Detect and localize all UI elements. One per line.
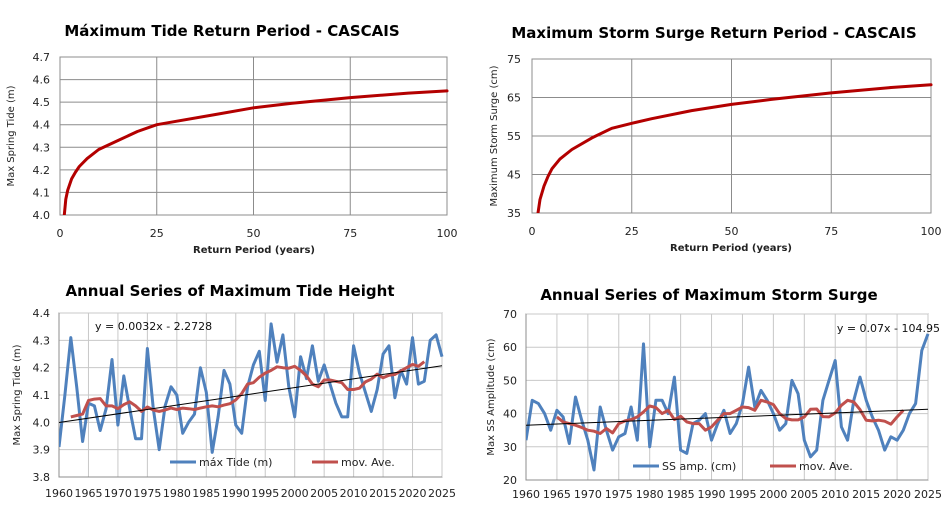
x-tick-label: 1960 xyxy=(512,488,540,501)
series-line-max xyxy=(59,322,444,454)
y-tick-label: 60 xyxy=(503,341,517,354)
y-tick-label: 4.4 xyxy=(33,307,51,320)
x-tick-label: 2000 xyxy=(759,488,787,501)
y-tick-label: 4.6 xyxy=(33,74,51,87)
x-tick-label: 1970 xyxy=(104,487,132,500)
y-axis-label: Max SS Amplitude (cm) xyxy=(486,338,497,455)
legend-label: SS amp. (cm) xyxy=(662,460,736,473)
y-tick-label: 4.3 xyxy=(33,334,51,347)
x-tick-label: 2025 xyxy=(914,488,942,501)
y-tick-label: 35 xyxy=(507,207,521,220)
chart-surge-annual: 20 30 40 50 60 70 1960 1965 1970 1975 1980 1985 1990… xyxy=(486,286,942,501)
x-tick-label: 1975 xyxy=(133,487,161,500)
y-axis-label: Max Spring Tide (m) xyxy=(6,85,17,186)
x-tick-label: 2005 xyxy=(790,488,818,501)
x-tick-label: 1970 xyxy=(574,488,602,501)
x-tick-label: 1985 xyxy=(192,487,220,500)
x-tick-label: 0 xyxy=(57,227,64,240)
trendline xyxy=(525,408,929,426)
y-tick-label: 45 xyxy=(507,169,521,182)
x-tick-label: 25 xyxy=(625,225,639,238)
x-tick-label: 2010 xyxy=(340,487,368,500)
trendline-equation: y = 0.07x - 104.95 xyxy=(837,322,940,335)
y-tick-label: 4.1 xyxy=(33,186,51,199)
x-tick-label: 1990 xyxy=(222,487,250,500)
x-tick-label: 1965 xyxy=(74,487,102,500)
y-tick-label: 20 xyxy=(503,474,517,487)
series-line-return-period xyxy=(62,89,449,215)
y-tick-label: 65 xyxy=(507,92,521,105)
y-tick-label: 40 xyxy=(503,408,517,421)
chart-title: Annual Series of Maximum Tide Height xyxy=(65,282,394,300)
y-tick-label: 3.9 xyxy=(33,444,51,457)
x-tick-label: 1965 xyxy=(543,488,571,501)
y-tick-label: 4.0 xyxy=(33,416,51,429)
y-axis-label: Max Spring Tide (m) xyxy=(12,344,23,445)
x-tick-label: 25 xyxy=(150,227,164,240)
legend-label: máx Tide (m) xyxy=(199,456,272,469)
x-tick-label: 75 xyxy=(343,227,357,240)
x-tick-label: 50 xyxy=(725,225,739,238)
x-tick-label: 50 xyxy=(247,227,261,240)
x-tick-label: 100 xyxy=(437,227,458,240)
y-tick-label: 70 xyxy=(503,308,517,321)
y-tick-label: 4.4 xyxy=(33,119,51,132)
plot-area xyxy=(525,313,929,481)
x-tick-label: 100 xyxy=(921,225,942,238)
y-tick-label: 4.3 xyxy=(33,141,51,154)
x-tick-label: 1995 xyxy=(251,487,279,500)
x-tick-label: 2020 xyxy=(399,487,427,500)
x-axis-label: Return Period (years) xyxy=(193,245,315,256)
chart-title: Annual Series of Maximum Storm Surge xyxy=(540,286,877,304)
trendline xyxy=(58,365,443,424)
series-line-moving-average xyxy=(70,360,426,419)
y-axis-label: Maximum Storm Surge (cm) xyxy=(489,65,500,206)
series-line-moving-average xyxy=(555,398,905,435)
y-tick-label: 30 xyxy=(503,441,517,454)
x-axis-label: Return Period (years) xyxy=(670,243,792,254)
x-tick-label: 75 xyxy=(824,225,838,238)
x-tick-label: 1995 xyxy=(728,488,756,501)
x-tick-label: 2020 xyxy=(883,488,911,501)
y-tick-label: 3.8 xyxy=(33,471,51,484)
x-tick-label: 1990 xyxy=(698,488,726,501)
y-tick-label: 4.1 xyxy=(33,389,51,402)
trendline-equation: y = 0.0032x - 2.2728 xyxy=(95,320,212,333)
chart-tide-rp: 4.0 4.1 4.2 4.3 4.4 4.5 4.6 4.7 0 25 50 75 100 Máximu… xyxy=(6,22,458,256)
legend-label: mov. Ave. xyxy=(799,460,853,473)
y-tick-label: 4.2 xyxy=(33,164,51,177)
x-tick-label: 2000 xyxy=(281,487,309,500)
y-tick-label: 4.5 xyxy=(33,96,51,109)
x-tick-label: 0 xyxy=(529,225,536,238)
x-tick-label: 1975 xyxy=(605,488,633,501)
x-tick-label: 2015 xyxy=(369,487,397,500)
series-line-return-period xyxy=(536,83,933,213)
x-tick-label: 2025 xyxy=(428,487,456,500)
x-tick-label: 1985 xyxy=(667,488,695,501)
x-tick-label: 1980 xyxy=(163,487,191,500)
chart-surge-rp: 35 45 55 65 75 0 25 50 75 100 Maximum Storm Surge … xyxy=(489,24,942,254)
series-line-max xyxy=(526,333,930,472)
x-tick-label: 2015 xyxy=(852,488,880,501)
y-tick-label: 50 xyxy=(503,374,517,387)
legend-label: mov. Ave. xyxy=(341,456,395,469)
y-tick-label: 4.0 xyxy=(33,209,51,222)
x-tick-label: 1980 xyxy=(636,488,664,501)
chart-title: Maximum Storm Surge Return Period - CASC… xyxy=(511,24,916,42)
y-tick-label: 4.2 xyxy=(33,362,51,375)
x-tick-label: 2005 xyxy=(310,487,338,500)
y-tick-label: 4.7 xyxy=(33,51,51,64)
chart-title: Máximum Tide Return Period - CASCAIS xyxy=(64,22,399,40)
y-tick-label: 55 xyxy=(507,130,521,143)
y-tick-label: 75 xyxy=(507,53,521,66)
x-tick-label: 1960 xyxy=(45,487,73,500)
x-tick-label: 2010 xyxy=(821,488,849,501)
